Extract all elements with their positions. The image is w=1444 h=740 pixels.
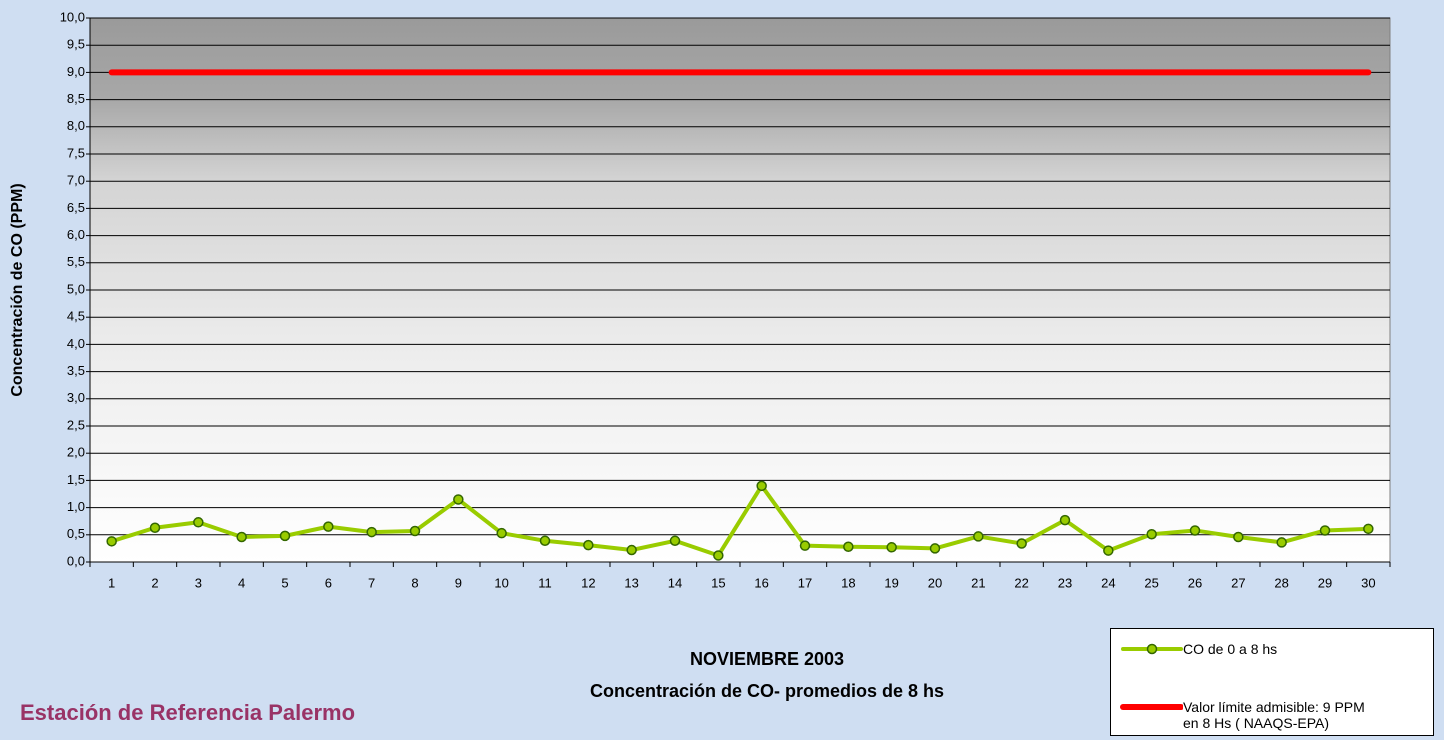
data-point	[929, 543, 941, 554]
y-tick-label: 5,0	[67, 281, 85, 296]
x-tick-label: 9	[455, 575, 462, 590]
x-tick-label: 25	[1144, 575, 1158, 590]
y-axis-label: Concentración de CO (PPM)	[9, 183, 26, 396]
legend-swatch	[1120, 704, 1183, 710]
data-point	[886, 542, 897, 553]
legend-entry: CO de 0 a 8 hs	[1119, 641, 1383, 657]
x-tick-label: 6	[325, 575, 332, 590]
x-tick-label: 2	[151, 575, 158, 590]
data-point	[193, 517, 204, 528]
data-point	[453, 494, 464, 505]
y-tick-label: 10,0	[60, 9, 85, 24]
data-point	[626, 544, 637, 556]
y-tick-label: 5,5	[67, 254, 85, 269]
data-point	[973, 531, 984, 542]
x-tick-label: 4	[238, 575, 245, 590]
data-point	[323, 521, 334, 532]
x-tick-label: 28	[1274, 575, 1288, 590]
data-point	[1363, 523, 1374, 535]
data-point	[799, 540, 811, 551]
station-label: Estación de Referencia Palermo	[20, 700, 355, 725]
data-point	[279, 530, 291, 542]
legend: CO de 0 a 8 hs Valor límite admisible: 9 …	[1110, 628, 1434, 736]
series-line	[109, 483, 1371, 558]
data-point	[149, 522, 161, 533]
x-tick-label: 21	[971, 575, 985, 590]
y-tick-label: 6,5	[67, 200, 85, 215]
y-tick-label: 9,0	[67, 64, 85, 79]
y-tick-label: 2,0	[67, 445, 85, 460]
x-tick-label: 7	[368, 575, 375, 590]
data-point	[1319, 525, 1331, 536]
x-tick-label: 20	[928, 575, 942, 590]
x-tick-label: 1	[108, 575, 115, 590]
y-tick-label: 4,5	[67, 309, 85, 324]
legend-entry: Valor límite admisible: 9 PPM en 8 Hs ( …	[1119, 699, 1383, 731]
legend-swatch	[1121, 643, 1183, 655]
x-tick-label: 23	[1058, 575, 1072, 590]
data-point	[236, 531, 247, 543]
chart-title: NOVIEMBRE 2003	[690, 649, 844, 669]
y-tick-label: 8,0	[67, 118, 85, 133]
y-tick-label: 4,0	[67, 336, 85, 351]
x-tick-label: 30	[1361, 575, 1375, 590]
legend-marker	[1146, 643, 1158, 655]
data-point	[843, 541, 854, 553]
data-point	[1276, 537, 1287, 548]
data-point	[756, 480, 767, 492]
x-tick-label: 22	[1014, 575, 1028, 590]
data-point	[583, 539, 594, 551]
x-tick-label: 26	[1188, 575, 1202, 590]
x-tick-label: 27	[1231, 575, 1245, 590]
data-point	[409, 525, 421, 537]
data-point	[539, 535, 551, 547]
data-point	[1016, 538, 1027, 549]
data-point	[1233, 531, 1244, 543]
y-tick-label: 1,5	[67, 472, 85, 487]
data-point	[496, 527, 507, 539]
y-tick-label: 0,0	[67, 553, 85, 568]
data-point	[106, 536, 117, 547]
x-tick-label: 14	[668, 575, 682, 590]
chart-subtitle: Concentración de CO- promedios de 8 hs	[590, 681, 944, 701]
data-point	[1146, 529, 1157, 540]
x-tick-label: 12	[581, 575, 595, 590]
x-tick-label: 16	[754, 575, 768, 590]
x-tick-label: 13	[624, 575, 638, 590]
legend-label: Valor límite admisible: 9 PPM en 8 Hs ( …	[1183, 699, 1365, 731]
data-point	[1103, 545, 1114, 556]
y-tick-label: 0,5	[67, 526, 85, 541]
data-point	[669, 535, 681, 547]
x-tick-label: 5	[281, 575, 288, 590]
data-point	[1189, 525, 1201, 536]
x-tick-label: 29	[1318, 575, 1332, 590]
x-tick-label: 10	[494, 575, 508, 590]
data-point	[366, 526, 377, 538]
x-tick-label: 11	[538, 575, 552, 590]
x-tick-label: 19	[884, 575, 898, 590]
y-tick-label: 2,5	[67, 417, 85, 432]
y-tick-label: 7,0	[67, 173, 85, 188]
data-point	[1059, 514, 1071, 526]
x-tick-label: 3	[195, 575, 202, 590]
y-tick-label: 1,0	[67, 499, 85, 514]
y-tick-label: 9,5	[67, 37, 85, 52]
y-tick-label: 3,0	[67, 390, 85, 405]
x-tick-label: 17	[798, 575, 812, 590]
data-point	[713, 550, 724, 561]
x-tick-label: 24	[1101, 575, 1115, 590]
x-tick-label: 15	[711, 575, 725, 590]
y-tick-label: 3,5	[67, 363, 85, 378]
y-tick-label: 8,5	[67, 91, 85, 106]
x-tick-label: 8	[411, 575, 418, 590]
legend-label: CO de 0 a 8 hs	[1183, 641, 1278, 657]
y-tick-label: 7,5	[67, 145, 85, 160]
x-tick-label: 18	[841, 575, 855, 590]
y-tick-label: 6,0	[67, 227, 85, 242]
